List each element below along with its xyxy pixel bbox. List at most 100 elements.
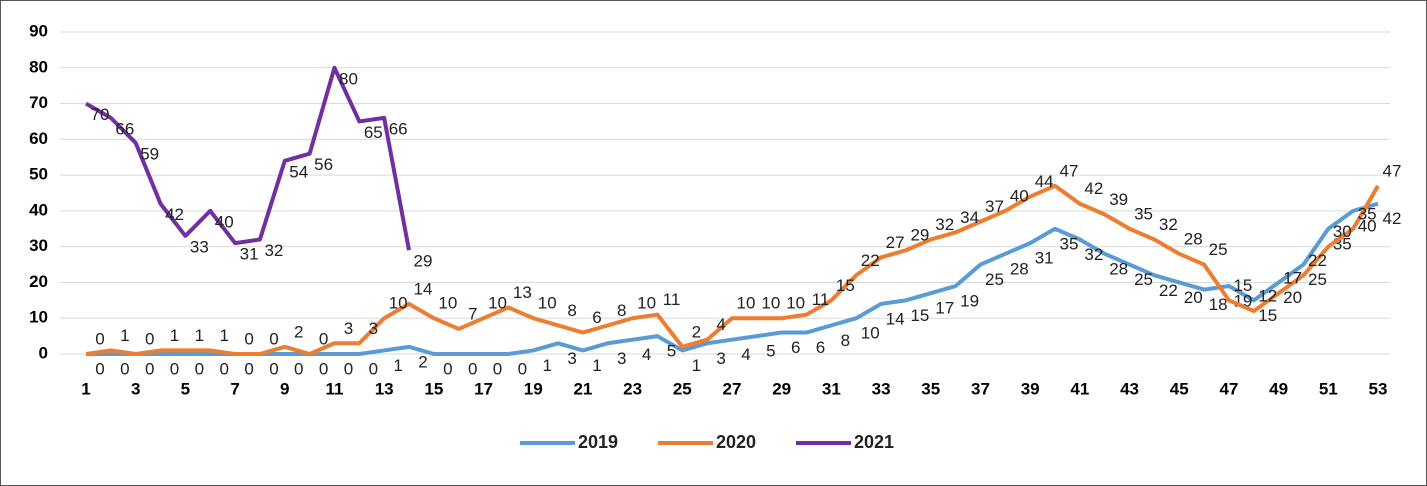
data-label: 18 bbox=[1209, 295, 1228, 314]
data-label: 15 bbox=[910, 306, 929, 325]
data-label: 14 bbox=[886, 309, 905, 328]
y-tick-label: 50 bbox=[29, 165, 48, 184]
data-label: 20 bbox=[1283, 288, 1302, 307]
data-label: 10 bbox=[861, 324, 880, 343]
x-tick-label: 5 bbox=[181, 379, 190, 398]
data-label: 0 bbox=[319, 329, 328, 348]
x-tick-label: 23 bbox=[623, 379, 642, 398]
legend-label: 2020 bbox=[716, 432, 756, 452]
x-tick-label: 41 bbox=[1070, 379, 1089, 398]
data-label: 0 bbox=[244, 359, 253, 378]
data-label: 20 bbox=[1184, 288, 1203, 307]
y-tick-label: 90 bbox=[29, 21, 48, 40]
data-label: 10 bbox=[786, 294, 805, 313]
data-label: 0 bbox=[145, 359, 154, 378]
data-label: 1 bbox=[170, 326, 179, 345]
data-label: 0 bbox=[145, 329, 154, 348]
data-label: 11 bbox=[812, 290, 830, 309]
data-label: 0 bbox=[319, 359, 328, 378]
data-label: 29 bbox=[414, 252, 433, 271]
y-tick-label: 70 bbox=[29, 93, 48, 112]
data-label: 0 bbox=[244, 329, 253, 348]
x-tick-label: 47 bbox=[1219, 379, 1238, 398]
x-tick-label: 33 bbox=[872, 379, 891, 398]
data-label: 0 bbox=[269, 359, 278, 378]
x-tick-label: 43 bbox=[1120, 379, 1139, 398]
data-label: 31 bbox=[240, 245, 259, 264]
data-label: 0 bbox=[493, 359, 502, 378]
data-label: 15 bbox=[836, 276, 855, 295]
x-tick-label: 17 bbox=[474, 379, 493, 398]
data-label: 27 bbox=[886, 233, 905, 252]
x-tick-label: 13 bbox=[375, 379, 394, 398]
y-tick-label: 10 bbox=[29, 308, 48, 327]
data-label: 8 bbox=[617, 301, 626, 320]
data-label: 22 bbox=[861, 251, 880, 270]
data-label: 3 bbox=[716, 349, 725, 368]
data-label: 8 bbox=[841, 331, 850, 350]
data-label: 42 bbox=[1383, 209, 1402, 228]
data-label: 13 bbox=[513, 283, 532, 302]
data-label: 32 bbox=[264, 241, 283, 260]
data-label: 54 bbox=[289, 162, 308, 181]
x-tick-label: 9 bbox=[280, 379, 289, 398]
data-label: 6 bbox=[592, 308, 601, 327]
data-label: 4 bbox=[642, 345, 651, 364]
data-label: 1 bbox=[120, 326, 129, 345]
y-tick-label: 0 bbox=[39, 343, 48, 362]
data-label: 1 bbox=[542, 356, 551, 375]
data-label: 1 bbox=[393, 356, 402, 375]
x-tick-label: 7 bbox=[230, 379, 239, 398]
data-label: 40 bbox=[1010, 186, 1029, 205]
data-label: 17 bbox=[935, 299, 954, 318]
data-label: 32 bbox=[1159, 215, 1178, 234]
x-tick-label: 37 bbox=[971, 379, 990, 398]
x-tick-label: 53 bbox=[1369, 379, 1388, 398]
data-label: 2 bbox=[294, 322, 303, 341]
data-label: 33 bbox=[190, 237, 209, 256]
x-tick-label: 27 bbox=[723, 379, 742, 398]
x-tick-label: 49 bbox=[1269, 379, 1288, 398]
data-label: 40 bbox=[1358, 216, 1377, 235]
data-label: 0 bbox=[269, 329, 278, 348]
x-tick-label: 51 bbox=[1319, 379, 1338, 398]
x-tick-label: 31 bbox=[822, 379, 841, 398]
data-label: 0 bbox=[369, 359, 378, 378]
data-label: 66 bbox=[115, 119, 134, 138]
data-label: 10 bbox=[488, 294, 507, 313]
y-tick-label: 30 bbox=[29, 236, 48, 255]
data-label: 42 bbox=[1084, 179, 1103, 198]
data-label: 35 bbox=[1134, 204, 1153, 223]
data-label: 35 bbox=[1060, 234, 1079, 253]
data-label: 25 bbox=[985, 270, 1004, 289]
x-tick-label: 15 bbox=[424, 379, 443, 398]
data-label: 3 bbox=[567, 349, 576, 368]
data-label: 28 bbox=[1109, 259, 1128, 278]
data-label: 35 bbox=[1358, 204, 1377, 223]
data-label: 40 bbox=[215, 212, 234, 231]
data-label: 56 bbox=[314, 155, 333, 174]
data-label: 22 bbox=[1308, 251, 1327, 270]
data-label: 0 bbox=[518, 359, 527, 378]
data-label: 4 bbox=[741, 345, 750, 364]
data-label: 10 bbox=[637, 294, 656, 313]
data-label: 28 bbox=[1184, 229, 1203, 248]
data-label: 11 bbox=[663, 290, 681, 309]
series-line bbox=[85, 65, 411, 251]
data-label: 19 bbox=[960, 292, 979, 311]
data-label: 59 bbox=[140, 144, 159, 163]
x-tick-label: 45 bbox=[1170, 379, 1189, 398]
x-tick-label: 35 bbox=[921, 379, 940, 398]
series-line bbox=[86, 201, 1379, 356]
y-tick-label: 20 bbox=[29, 272, 48, 291]
data-label: 1 bbox=[692, 356, 701, 375]
data-label: 0 bbox=[195, 359, 204, 378]
data-label: 17 bbox=[1283, 269, 1302, 288]
data-label: 0 bbox=[120, 359, 129, 378]
data-label: 44 bbox=[1035, 172, 1054, 191]
data-label: 10 bbox=[761, 294, 780, 313]
data-label: 0 bbox=[219, 359, 228, 378]
x-tick-label: 3 bbox=[131, 379, 140, 398]
x-tick-label: 29 bbox=[772, 379, 791, 398]
